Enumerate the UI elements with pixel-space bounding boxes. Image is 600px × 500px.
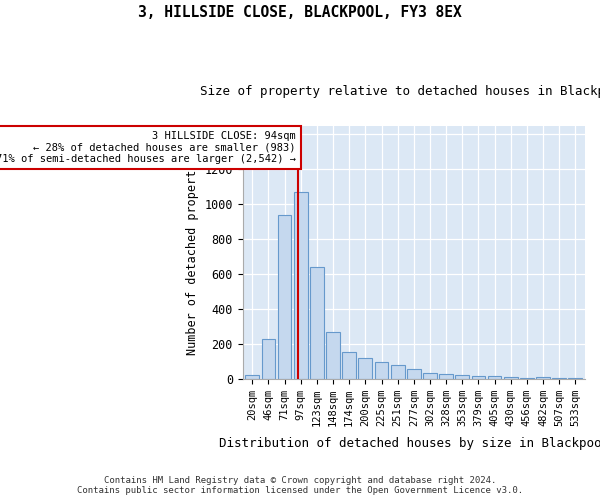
Bar bbox=[423, 373, 437, 378]
Bar bbox=[439, 374, 453, 378]
Text: Contains HM Land Registry data © Crown copyright and database right 2024.
Contai: Contains HM Land Registry data © Crown c… bbox=[77, 476, 523, 495]
Bar bbox=[326, 332, 340, 378]
Bar bbox=[455, 375, 469, 378]
X-axis label: Distribution of detached houses by size in Blackpool: Distribution of detached houses by size … bbox=[219, 437, 600, 450]
Bar bbox=[488, 376, 502, 378]
Bar bbox=[374, 362, 388, 378]
Bar bbox=[294, 192, 308, 378]
Bar bbox=[245, 375, 259, 378]
Bar bbox=[407, 368, 421, 378]
Bar bbox=[278, 214, 292, 378]
Text: 3, HILLSIDE CLOSE, BLACKPOOL, FY3 8EX: 3, HILLSIDE CLOSE, BLACKPOOL, FY3 8EX bbox=[138, 5, 462, 20]
Bar bbox=[391, 365, 404, 378]
Text: 3 HILLSIDE CLOSE: 94sqm
← 28% of detached houses are smaller (983)
71% of semi-d: 3 HILLSIDE CLOSE: 94sqm ← 28% of detache… bbox=[0, 131, 296, 164]
Bar bbox=[343, 352, 356, 378]
Bar bbox=[472, 376, 485, 378]
Y-axis label: Number of detached properties: Number of detached properties bbox=[186, 149, 199, 356]
Title: Size of property relative to detached houses in Blackpool: Size of property relative to detached ho… bbox=[200, 85, 600, 98]
Bar bbox=[310, 267, 324, 378]
Bar bbox=[358, 358, 372, 378]
Bar bbox=[262, 340, 275, 378]
